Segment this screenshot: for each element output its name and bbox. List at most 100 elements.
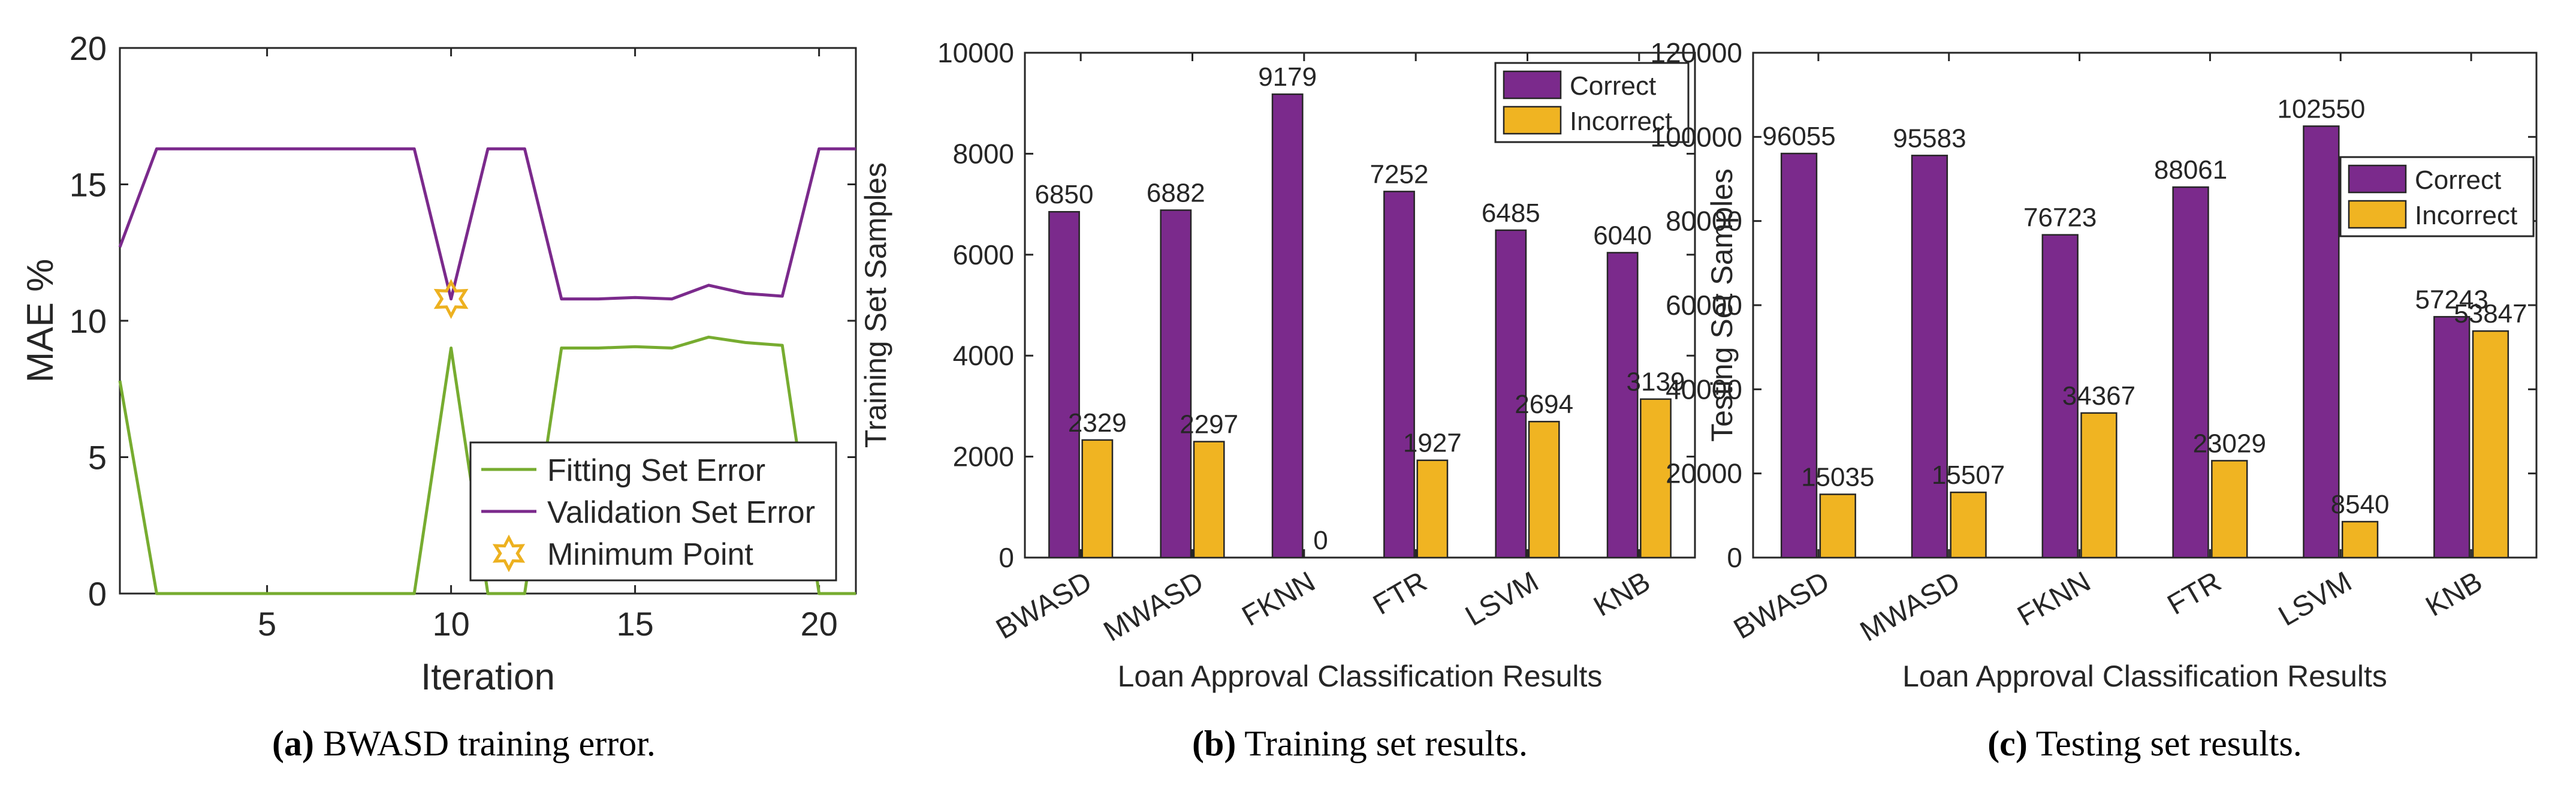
x-tick-label: KNB bbox=[2421, 566, 2488, 623]
bar-value-label: 0 bbox=[1313, 526, 1328, 555]
bar-correct bbox=[2433, 316, 2471, 559]
bar-correct bbox=[2303, 125, 2340, 559]
legend-label: Incorrect bbox=[2415, 201, 2517, 230]
legend-label: Correct bbox=[2415, 165, 2501, 195]
bar-value-label: 15507 bbox=[1932, 460, 2005, 490]
bar-value-label: 88061 bbox=[2154, 155, 2227, 185]
panel-b: 0 2000 4000 6000 8000 10000 6850 2329 BWASD 6882 2… bbox=[859, 37, 1696, 693]
bar-value-label: 53847 bbox=[2454, 299, 2527, 329]
panel-c: 0 20000 40000 60000 80000 100000 120000 96055 15… bbox=[1651, 37, 2538, 693]
bar-value-label: 6882 bbox=[1147, 179, 1205, 208]
bar-incorrect bbox=[1528, 420, 1560, 559]
bar-correct bbox=[2172, 186, 2209, 559]
y-axis-label: Training Set Samples bbox=[859, 162, 892, 448]
x-tick-label: FKNN bbox=[1237, 566, 1321, 633]
bar-correct bbox=[1271, 93, 1304, 559]
panel-a: 0 5 10 15 20 5 10 15 20 Iteration MAE % Fitting Set… bbox=[20, 29, 857, 698]
legend-label: Incorrect bbox=[1570, 107, 1672, 136]
y-axis-label: MAE % bbox=[20, 259, 61, 383]
y-axis-label: Testing Set Samples bbox=[1705, 168, 1739, 442]
x-tick-label: MWASD bbox=[1099, 566, 1209, 648]
x-axis-label: Iteration bbox=[421, 656, 555, 698]
bar-incorrect bbox=[1416, 459, 1449, 559]
y-tick-label: 8000 bbox=[953, 138, 1014, 169]
bar-value-label: 6040 bbox=[1593, 221, 1652, 250]
bar-value-label: 95583 bbox=[1893, 124, 1966, 153]
bar-correct bbox=[1911, 155, 1948, 559]
bar-correct bbox=[2041, 234, 2079, 559]
y-tick-label: 0 bbox=[999, 542, 1014, 573]
bar-incorrect bbox=[1193, 441, 1225, 559]
bar-value-label: 6485 bbox=[1482, 198, 1540, 228]
bar-value-label: 23029 bbox=[2193, 429, 2266, 458]
y-tick-label: 6000 bbox=[953, 239, 1014, 270]
y-tick-label: 120000 bbox=[1651, 37, 1743, 68]
bar-correct bbox=[1383, 191, 1415, 559]
caption-text: Training set results. bbox=[1236, 724, 1528, 763]
y-tick-label: 20000 bbox=[1666, 458, 1742, 489]
caption-letter: (c) bbox=[1987, 724, 2028, 763]
x-tick-label: MWASD bbox=[1855, 566, 1965, 648]
validation-error-line bbox=[118, 147, 856, 301]
bar-correct bbox=[1606, 252, 1639, 559]
fitting-error-line bbox=[118, 335, 856, 595]
caption-text: BWASD training error. bbox=[314, 724, 656, 763]
bar-value-label: 34367 bbox=[2062, 381, 2135, 411]
x-tick-label: KNB bbox=[1588, 566, 1655, 623]
x-axis-label: Loan Approval Classification Results bbox=[1118, 659, 1603, 693]
legend-label: Validation Set Error bbox=[547, 495, 815, 530]
y-tick-label: 10000 bbox=[937, 37, 1014, 68]
bar-incorrect bbox=[1640, 398, 1672, 559]
bar-incorrect bbox=[2341, 520, 2379, 559]
bar-value-label: 2329 bbox=[1068, 408, 1127, 438]
caption: (a) BWASD training error. bbox=[272, 724, 656, 763]
x-tick-label: LSVM bbox=[1460, 566, 1544, 633]
legend-label: Correct bbox=[1570, 71, 1656, 101]
bar-correct bbox=[1495, 229, 1527, 559]
y-tick-label: 40000 bbox=[1666, 374, 1742, 405]
bar-value-label: 9179 bbox=[1258, 62, 1317, 92]
x-tick-label: 5 bbox=[258, 605, 276, 643]
legend-swatch bbox=[1503, 106, 1562, 135]
caption-text: Testing set results. bbox=[2028, 724, 2302, 763]
bar-incorrect bbox=[1950, 491, 1987, 559]
caption: (b) Training set results. bbox=[1192, 724, 1528, 763]
y-tick-label: 4000 bbox=[953, 340, 1014, 371]
y-tick-label: 20 bbox=[70, 29, 107, 67]
bar-correct bbox=[1780, 152, 1818, 559]
caption-letter: (a) bbox=[272, 724, 314, 763]
bar-correct bbox=[1160, 209, 1192, 559]
x-tick-label: BWASD bbox=[1729, 566, 1835, 646]
bar-correct bbox=[1048, 210, 1080, 559]
y-tick-label: 80000 bbox=[1666, 206, 1742, 237]
legend-label: Minimum Point bbox=[547, 537, 753, 572]
x-tick-label: FKNN bbox=[2012, 566, 2096, 633]
legend-label: Fitting Set Error bbox=[547, 453, 765, 488]
y-tick-label: 0 bbox=[1727, 542, 1742, 573]
bar-value-label: 1927 bbox=[1403, 429, 1462, 458]
bar-value-label: 102550 bbox=[2277, 94, 2365, 124]
y-tick-label: 2000 bbox=[953, 441, 1014, 472]
bar-incorrect bbox=[2080, 412, 2117, 559]
legend-swatch bbox=[1503, 70, 1562, 100]
legend-swatch bbox=[2348, 164, 2407, 194]
legend-swatch bbox=[2348, 200, 2407, 229]
bar-value-label: 57243 bbox=[2415, 285, 2488, 314]
x-tick-label: 20 bbox=[800, 605, 837, 643]
bar-value-label: 2297 bbox=[1180, 410, 1238, 439]
bar-value-label: 96055 bbox=[1762, 122, 1835, 151]
x-tick-label: 15 bbox=[616, 605, 653, 643]
bar-value-label: 8540 bbox=[2331, 490, 2390, 519]
caption-letter: (b) bbox=[1192, 724, 1236, 763]
y-tick-label: 15 bbox=[70, 166, 107, 204]
y-tick-label: 60000 bbox=[1666, 290, 1742, 321]
y-tick-label: 0 bbox=[88, 575, 107, 613]
y-tick-label: 10 bbox=[70, 302, 107, 340]
minimum-point-marker bbox=[433, 279, 469, 319]
bar-value-label: 2694 bbox=[1515, 390, 1573, 419]
bar-value-label: 7252 bbox=[1370, 159, 1429, 189]
x-tick-label: FTR bbox=[1368, 566, 1432, 622]
y-tick-label: 5 bbox=[88, 439, 107, 477]
x-tick-label: BWASD bbox=[991, 566, 1097, 646]
